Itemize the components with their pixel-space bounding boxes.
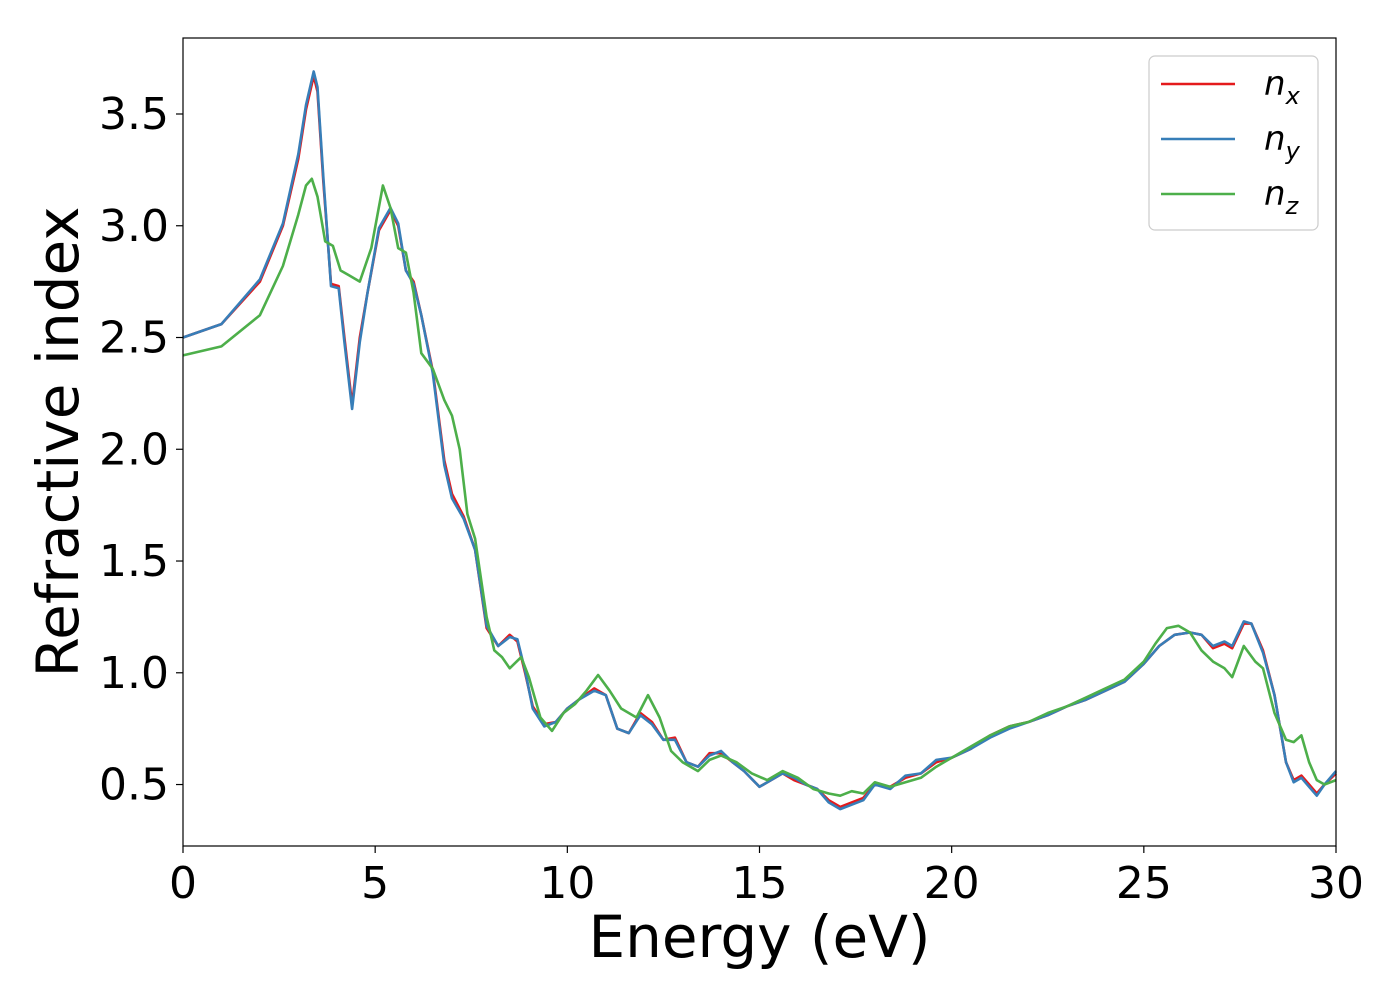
- y-tick-label: 3.5: [99, 89, 169, 140]
- x-tick-label: 25: [1116, 858, 1172, 909]
- x-tick-label: 5: [361, 858, 389, 909]
- x-tick-label: 30: [1308, 858, 1364, 909]
- series-line-nz: [182, 177, 1337, 797]
- x-axis-label: Energy (eV): [588, 903, 930, 971]
- y-tick-label: 2.5: [99, 313, 169, 364]
- x-tick-label: 20: [924, 858, 980, 909]
- x-tick-label: 0: [169, 858, 197, 909]
- y-tick-label: 1.5: [99, 536, 169, 587]
- series-layer: [182, 70, 1337, 811]
- legend-box: [1148, 55, 1319, 231]
- x-tick-label: 15: [732, 858, 788, 909]
- y-axis: 0.5 1.0 1.5 2.0 2.5 3.0 3.5: [99, 89, 183, 811]
- legend-entry-nz: nz: [1264, 174, 1300, 220]
- x-axis: 0 5 10 15 20 25 30: [169, 846, 1364, 909]
- y-tick-label: 3.0: [99, 201, 169, 252]
- y-axis-label: Refractive index: [24, 206, 92, 677]
- x-tick-label: 10: [539, 858, 595, 909]
- series-line-ny: [182, 70, 1337, 811]
- y-tick-label: 1.0: [99, 648, 169, 699]
- y-tick-label: 0.5: [99, 760, 169, 811]
- y-tick-label: 2.0: [99, 424, 169, 475]
